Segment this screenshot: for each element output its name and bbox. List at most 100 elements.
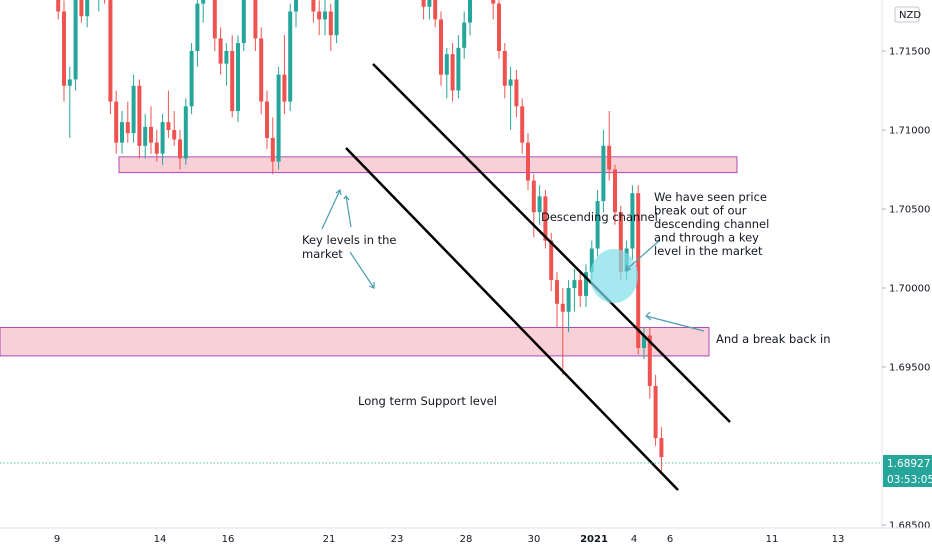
candle (543, 190, 548, 249)
x-tick-label: 13 (832, 534, 845, 545)
candle-body (212, 0, 217, 39)
candle-body (520, 106, 525, 143)
last-price-badge (883, 455, 932, 471)
time-axis[interactable]: 9 14 16 21 23 28 30 2021 4 6 11 13 (0, 527, 932, 550)
candle-body (195, 3, 200, 52)
candle (421, 0, 426, 20)
candle-body (79, 0, 84, 17)
candle-body (67, 79, 72, 86)
candle (131, 74, 136, 143)
candle-body (62, 11, 66, 86)
channel-lower-line (345, 147, 679, 491)
candle-body (166, 122, 171, 130)
candle (444, 47, 449, 99)
candle (653, 374, 658, 446)
candle (73, 0, 78, 91)
candle-body (149, 126, 153, 143)
annotation-line: level in the market (654, 244, 763, 258)
candle-body (323, 11, 327, 20)
candle-body (595, 201, 600, 249)
break-back-label: And a break back in (716, 332, 831, 346)
x-tick-label: 30 (528, 534, 541, 545)
candle (572, 269, 577, 312)
candle (137, 79, 142, 159)
candle (520, 98, 525, 154)
candle-body (160, 122, 165, 154)
candle (659, 427, 664, 475)
candle (253, 0, 258, 51)
x-tick-label: 9 (54, 534, 60, 545)
candle (265, 90, 269, 149)
candle-body (642, 335, 646, 349)
price-axis[interactable]: 1.71500 1.71000 1.70500 1.70000 1.69500 1.685… (881, 0, 932, 532)
candle (427, 0, 432, 20)
candle (497, 0, 501, 59)
candle-body (224, 51, 229, 64)
candle-body (444, 54, 449, 75)
price-zones (0, 156, 738, 357)
candle-body (241, 0, 246, 44)
candle-body (537, 196, 542, 213)
candle-body (282, 74, 287, 102)
candle (178, 130, 182, 170)
candle-body (334, 0, 339, 36)
candle-body (659, 438, 664, 458)
candle-body (601, 145, 606, 202)
candle-body (201, 0, 206, 4)
candle-body (120, 122, 124, 143)
candle (607, 111, 612, 181)
candle (195, 0, 200, 67)
candle (282, 35, 287, 115)
y-tick-label: 1.70000 (889, 284, 930, 295)
candle (502, 43, 507, 99)
candle (276, 66, 281, 170)
breakout-arrow (625, 239, 661, 271)
candle-body (259, 38, 264, 102)
candle (108, 0, 113, 115)
last-price-value: 1.68927 (887, 458, 930, 470)
x-tick-label: 6 (667, 534, 673, 545)
candle-body (526, 142, 530, 181)
candle (56, 0, 61, 20)
candle-body (85, 0, 90, 17)
candle (104, 0, 106, 4)
candle (288, 3, 293, 112)
x-tick-label: 14 (154, 534, 167, 545)
annotation-line: and through a key (654, 231, 759, 245)
candle-body (491, 0, 496, 4)
countdown-badge (883, 471, 932, 487)
candle (560, 288, 565, 375)
x-tick-label: 28 (460, 534, 473, 545)
candle (114, 90, 119, 154)
annotation-line: Key levels in the (302, 233, 397, 247)
candle-body (560, 303, 565, 312)
candle-body (131, 85, 136, 134)
candle (613, 164, 617, 225)
x-tick-label: 2021 (580, 534, 608, 545)
candle-body (555, 280, 559, 304)
annotation-line: market (302, 247, 343, 261)
candle (526, 133, 530, 191)
candle-body (427, 0, 432, 7)
candle-body (253, 0, 258, 39)
candle-body (114, 101, 119, 143)
candle (491, 0, 496, 20)
candle-body (137, 85, 142, 146)
candle-body (572, 280, 577, 288)
candle-body (653, 385, 658, 439)
currency-label: NZD (899, 10, 921, 21)
candle-body (607, 145, 612, 170)
candle-body (328, 11, 333, 36)
candle-body (578, 280, 583, 296)
candle (462, 11, 467, 59)
candle (334, 0, 339, 44)
candle-body (270, 137, 275, 162)
candle-body (125, 122, 130, 134)
candle (62, 0, 66, 102)
candle (98, 0, 100, 12)
candle (468, 0, 472, 36)
breakout-label: We have seen price break out of our descen… (654, 190, 769, 258)
candle (311, 0, 316, 23)
candle-body (543, 196, 548, 241)
candle-body (618, 212, 623, 273)
